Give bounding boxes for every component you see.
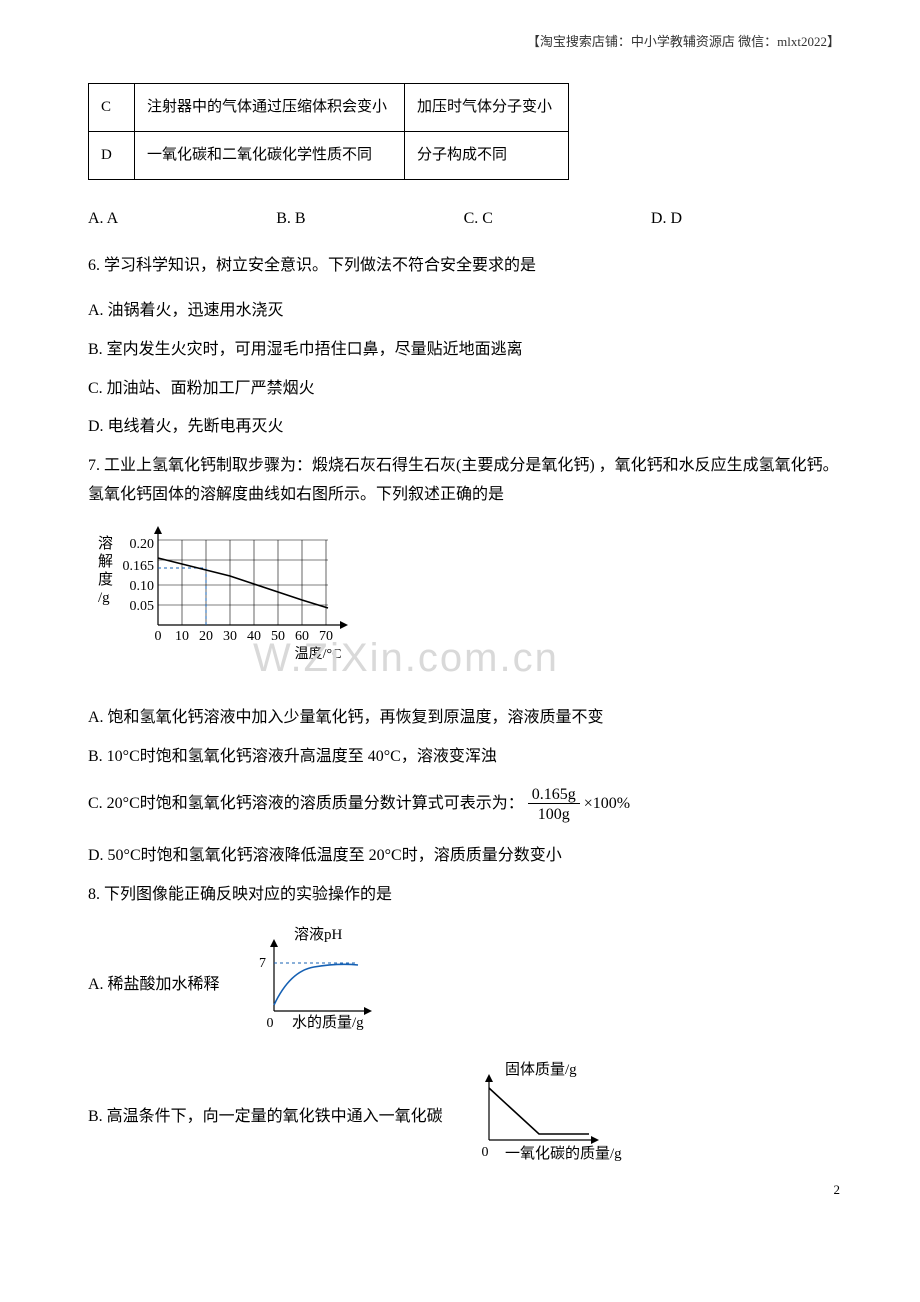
question-8-stem: 8. 下列图像能正确反映对应的实验操作的是 — [88, 881, 840, 910]
option-b: B. B — [276, 205, 305, 234]
watermark: W.ZiXin.com.cn — [253, 622, 559, 694]
q7-option-c: C. 20°C时饱和氢氧化钙溶液的溶质质量分数计算式可表示为： 0.165g 1… — [88, 785, 840, 823]
plot-area — [154, 526, 348, 629]
q8a-ytick7: 7 — [259, 956, 266, 971]
q6-option-a: A. 油锅着火，迅速用水浇灭 — [88, 297, 840, 326]
ytick-020: 0.20 — [130, 537, 155, 552]
xtick-30: 30 — [223, 629, 237, 644]
option-a: A. A — [88, 205, 118, 234]
ytick-0165: 0.165 — [123, 559, 155, 574]
option-d: D. D — [651, 205, 682, 234]
ytick-005: 0.05 — [130, 599, 155, 614]
q8a-origin: 0 — [266, 1016, 273, 1031]
q8-option-b: B. 高温条件下，向一定量的氧化铁中通入一氧化碳 固体质量/g 0 一氧化碳的质… — [88, 1060, 840, 1175]
cell-explanation: 分子构成不同 — [405, 132, 569, 180]
cell-label: C — [89, 84, 135, 132]
ylabel-4: /g — [98, 590, 110, 606]
xtick-0: 0 — [155, 629, 162, 644]
xtick-20: 20 — [199, 629, 213, 644]
q8a-xlabel: 水的质量/g — [292, 1014, 364, 1031]
q7c-numerator: 0.165g — [528, 786, 580, 804]
options-table: C 注射器中的气体通过压缩体积会变小 加压时气体分子变小 D 一氧化碳和二氧化碳… — [88, 83, 569, 180]
q6-option-c: C. 加油站、面粉加工厂严禁烟火 — [88, 375, 840, 404]
table-row: D 一氧化碳和二氧化碳化学性质不同 分子构成不同 — [89, 132, 569, 180]
table-row: C 注射器中的气体通过压缩体积会变小 加压时气体分子变小 — [89, 84, 569, 132]
q7-option-b: B. 10°C时饱和氢氧化钙溶液升高温度至 40°C，溶液变浑浊 — [88, 743, 840, 772]
solubility-chart: 溶 解 度 /g — [88, 526, 398, 686]
cell-explanation: 加压时气体分子变小 — [405, 84, 569, 132]
q7-option-a: A. 饱和氢氧化钙溶液中加入少量氧化钙，再恢复到原温度，溶液质量不变 — [88, 704, 840, 733]
q8a-ylabel: 溶液pH — [294, 926, 343, 943]
option-c: C. C — [464, 205, 493, 234]
question-6-stem: 6. 学习科学知识，树立安全意识。下列做法不符合安全要求的是 — [88, 252, 840, 281]
q8a-chart: 溶液pH 7 0 水的质量/g — [234, 925, 394, 1046]
q7c-denominator: 100g — [534, 806, 574, 823]
q7c-fraction: 0.165g 100g — [528, 785, 580, 823]
q8b-chart: 固体质量/g 0 一氧化碳的质量/g — [449, 1060, 639, 1175]
q8b-curve — [489, 1088, 589, 1134]
solubility-curve — [158, 558, 328, 608]
q8b-origin: 0 — [481, 1145, 488, 1160]
ylabel-3: 度 — [98, 571, 113, 588]
cell-label: D — [89, 132, 135, 180]
q8b-xlabel: 一氧化碳的质量/g — [505, 1145, 622, 1162]
q8-option-a: A. 稀盐酸加水稀释 溶液pH 7 0 水的质量/g — [88, 925, 840, 1046]
q6-option-b: B. 室内发生火灾时，可用湿毛巾捂住口鼻，尽量贴近地面逃离 — [88, 336, 840, 365]
ylabel-2: 解 — [98, 553, 113, 570]
header-note: 【淘宝搜索店铺：中小学教辅资源店 微信：mlxt2022】 — [80, 30, 840, 53]
page-number: 2 — [834, 1178, 841, 1201]
q6-option-d: D. 电线着火，先断电再灭火 — [88, 413, 840, 442]
q8a-curve — [274, 965, 358, 1006]
q8b-ylabel: 固体质量/g — [505, 1061, 577, 1078]
answer-options-row: A. A B. B C. C D. D — [88, 205, 840, 234]
q8b-text: B. 高温条件下，向一定量的氧化铁中通入一氧化碳 — [88, 1103, 443, 1132]
q7-option-d: D. 50°C时饱和氢氧化钙溶液降低温度至 20°C时，溶质质量分数变小 — [88, 842, 840, 871]
xtick-10: 10 — [175, 629, 189, 644]
cell-phenomenon: 注射器中的气体通过压缩体积会变小 — [135, 84, 405, 132]
q7c-suffix: ×100% — [584, 795, 630, 812]
cell-phenomenon: 一氧化碳和二氧化碳化学性质不同 — [135, 132, 405, 180]
q7c-prefix: C. 20°C时饱和氢氧化钙溶液的溶质质量分数计算式可表示为： — [88, 795, 524, 812]
question-7-stem: 7. 工业上氢氧化钙制取步骤为：煅烧石灰石得生石灰(主要成分是氧化钙) ，氧化钙… — [88, 452, 840, 510]
ytick-010: 0.10 — [130, 579, 155, 594]
ylabel-1: 溶 — [98, 535, 113, 552]
q8a-text: A. 稀盐酸加水稀释 — [88, 971, 220, 1000]
